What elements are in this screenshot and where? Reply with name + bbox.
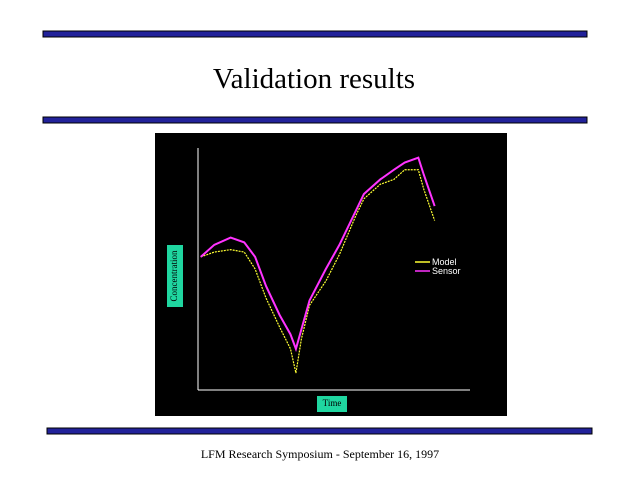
legend-label: Sensor [432, 266, 461, 276]
x-axis-label: Time [323, 398, 342, 408]
footer: LFM Research Symposium - September 16, 1… [201, 447, 439, 461]
divider [42, 30, 588, 38]
divider [42, 116, 588, 124]
series-line [200, 156, 436, 353]
divider [46, 427, 593, 435]
x-label-box [317, 396, 347, 412]
legend-label: Model [432, 257, 457, 267]
plot [200, 156, 436, 374]
chart-background [155, 133, 507, 416]
slide-title: Validation results [213, 63, 415, 95]
y-label-box [167, 245, 183, 307]
y-axis-label: Concentration [169, 250, 179, 301]
series-line [200, 169, 436, 374]
